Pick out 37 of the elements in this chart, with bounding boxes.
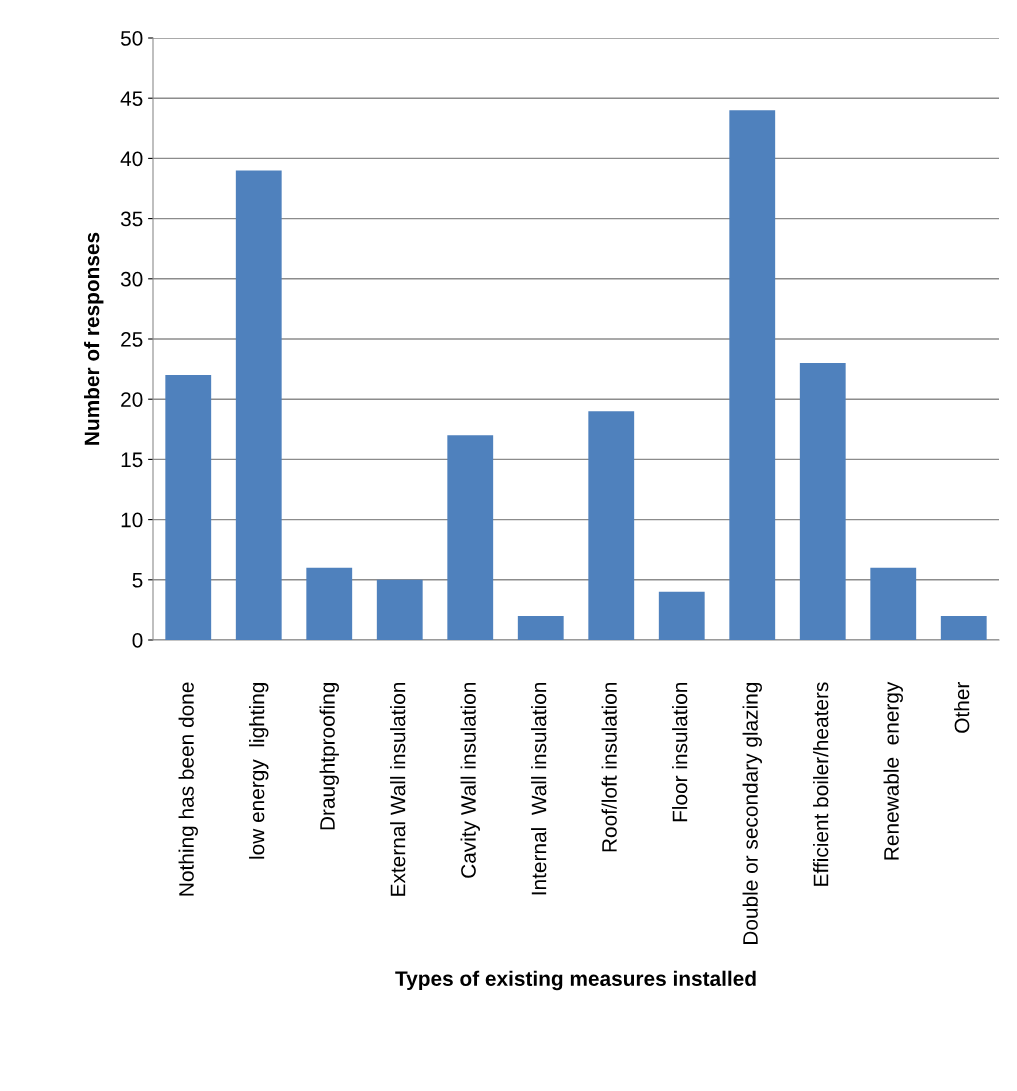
y-tick-label: 10: [121, 512, 143, 528]
x-tick-label: Draughtproofing: [319, 683, 339, 830]
x-tick-label: Nothing has been done: [178, 682, 198, 896]
x-tick-label: Floor insulation: [672, 683, 688, 822]
x-tick-label: Efficient boiler/heaters: [813, 682, 829, 886]
bar: [235, 170, 282, 640]
x-tick-label: Roof/loft insulation: [601, 683, 617, 852]
x-tick-label: low energy lighting: [249, 683, 269, 859]
y-tick-label: 30: [120, 271, 143, 287]
bar: [870, 567, 917, 640]
x-tick-label: External Wall insulation: [390, 683, 406, 896]
bar: [588, 411, 635, 640]
y-tick-label: 0: [132, 633, 143, 648]
x-tick-label: Cavity Wall insulation: [460, 683, 480, 878]
bar: [729, 110, 776, 640]
bar: [940, 615, 987, 640]
x-tick-label: Other: [954, 682, 970, 733]
x-axis-title: Types of existing measures installed: [395, 970, 756, 991]
bar: [165, 375, 212, 640]
x-tick-label: Renewable energy: [883, 681, 903, 860]
y-tick-label: 40: [120, 151, 143, 167]
x-tick-label: Double or secondary glazing: [742, 682, 762, 944]
y-tick-label: 45: [120, 91, 143, 106]
bar: [517, 615, 564, 640]
bar: [658, 591, 705, 640]
y-tick-label: 15: [121, 452, 143, 468]
y-axis-title: Number of responses: [84, 232, 104, 445]
bar: [799, 363, 846, 640]
bar: [306, 567, 353, 640]
y-tick-label: 25: [121, 332, 143, 347]
bar: [447, 435, 494, 640]
bar: [376, 579, 423, 640]
y-tick-label: 5: [132, 573, 143, 588]
x-tick-label: Internal Wall insulation: [531, 683, 547, 895]
y-tick-label: 50: [120, 31, 143, 46]
y-tick-label: 20: [121, 392, 143, 407]
y-tick-label: 35: [120, 211, 143, 227]
